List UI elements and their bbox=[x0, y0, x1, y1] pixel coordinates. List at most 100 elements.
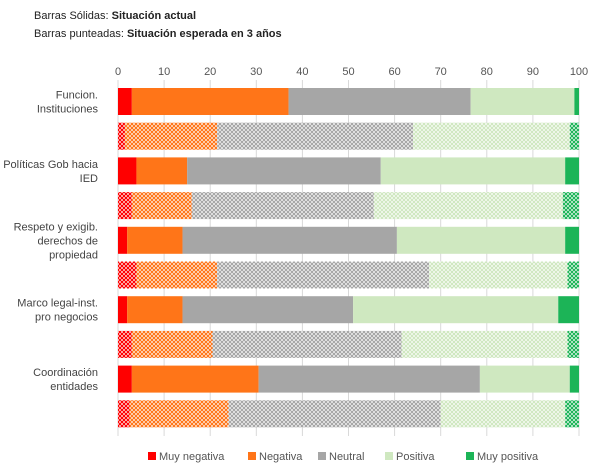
x-tick-label: 70 bbox=[435, 66, 447, 78]
dotted-bars-note: Barras punteadas: Situación esperada en … bbox=[34, 28, 282, 40]
solid-bars-label: Barras Sólidas: bbox=[34, 10, 112, 22]
bar-segment-positiva bbox=[353, 296, 559, 324]
bar-4-esperada bbox=[118, 400, 579, 428]
bar-segment-muy-negativa bbox=[118, 261, 137, 289]
legend-swatch bbox=[385, 452, 393, 460]
legend-label: Neutral bbox=[329, 451, 364, 463]
bar-1-actual bbox=[118, 157, 579, 185]
bar-segment-muy-negativa bbox=[118, 226, 128, 254]
bar-segment-muy-negativa bbox=[118, 365, 132, 393]
bar-segment-negativa bbox=[127, 226, 183, 254]
bar-0-actual bbox=[118, 88, 579, 115]
x-tick-label: 10 bbox=[158, 66, 170, 78]
category-labels: Funcion. Instituciones Políticas Gob hacia… bbox=[3, 90, 99, 394]
x-tick-labels: 0 10 20 30 40 50 60 70 80 90 100 bbox=[115, 66, 588, 78]
bar-3-esperada bbox=[118, 330, 579, 358]
bar-segment-muy-positiva bbox=[569, 122, 579, 150]
bar-segment-muy-negativa bbox=[118, 157, 137, 185]
legend-label: Negativa bbox=[259, 451, 303, 463]
bar-segment-muy-positiva bbox=[565, 226, 579, 254]
legend-label: Muy negativa bbox=[159, 451, 225, 463]
solid-bars-note: Barras Sólidas: Situación actual bbox=[34, 10, 196, 22]
dotted-bars-meaning: Situación esperada en 3 años bbox=[126, 28, 282, 40]
bars-group bbox=[118, 88, 579, 428]
legend-item-negativa: Negativa bbox=[248, 451, 303, 463]
bar-segment-muy-positiva bbox=[569, 365, 579, 393]
legend: Muy negativa Negativa Neutral Positiva Muy p… bbox=[148, 451, 539, 463]
bar-segment-muy-positiva bbox=[574, 88, 579, 115]
bar-segment-negativa bbox=[131, 192, 192, 220]
bar-segment-positiva bbox=[373, 192, 563, 220]
category-label: Funcion. Instituciones bbox=[37, 90, 99, 116]
x-tick-label: 90 bbox=[527, 66, 539, 78]
bar-segment-muy-positiva bbox=[562, 192, 579, 220]
bar-segment-positiva bbox=[413, 122, 570, 150]
bar-segment-muy-positiva bbox=[567, 261, 579, 289]
legend-item-positiva: Positiva bbox=[385, 451, 435, 463]
category-label: Coordinación entidades bbox=[33, 367, 98, 393]
bar-segment-neutral bbox=[228, 400, 441, 428]
bar-segment-muy-negativa bbox=[118, 400, 130, 428]
bar-segment-muy-positiva bbox=[558, 296, 579, 324]
x-tick-label: 100 bbox=[570, 66, 588, 78]
bar-4-actual bbox=[118, 365, 579, 393]
bar-segment-negativa bbox=[131, 88, 289, 115]
bar-0-esperada bbox=[118, 122, 579, 150]
bar-segment-muy-positiva bbox=[565, 157, 579, 185]
x-tick-label: 20 bbox=[204, 66, 216, 78]
legend-item-muy-negativa: Muy negativa bbox=[148, 451, 225, 463]
bar-segment-negativa bbox=[136, 157, 188, 185]
bar-segment-muy-positiva bbox=[567, 330, 579, 358]
bar-segment-muy-negativa bbox=[118, 330, 132, 358]
category-label: Políticas Gob hacia IED bbox=[3, 159, 99, 185]
bar-segment-muy-negativa bbox=[118, 122, 125, 150]
solid-bars-meaning: Situación actual bbox=[111, 10, 197, 22]
bar-segment-neutral bbox=[182, 296, 354, 324]
bar-segment-negativa bbox=[131, 365, 259, 393]
bar-2-esperada bbox=[118, 261, 579, 289]
category-label: Marco legal-inst. pro negocios bbox=[17, 298, 98, 324]
legend-item-neutral: Neutral bbox=[318, 451, 364, 463]
bar-3-actual bbox=[118, 296, 579, 324]
x-tick-label: 60 bbox=[388, 66, 400, 78]
bar-segment-neutral bbox=[182, 226, 397, 254]
bar-segment-positiva bbox=[440, 400, 566, 428]
legend-item-muy-positiva: Muy positiva bbox=[466, 451, 539, 463]
bar-1-esperada bbox=[118, 192, 579, 220]
legend-swatch bbox=[318, 452, 326, 460]
bar-segment-neutral bbox=[288, 88, 471, 115]
legend-label: Muy positiva bbox=[477, 451, 539, 463]
bar-segment-negativa bbox=[129, 400, 229, 428]
legend-swatch bbox=[466, 452, 474, 460]
bar-segment-positiva bbox=[429, 261, 568, 289]
x-tick-label: 30 bbox=[250, 66, 262, 78]
bar-segment-muy-negativa bbox=[118, 88, 132, 115]
bar-segment-muy-positiva bbox=[565, 400, 579, 428]
bar-segment-neutral bbox=[217, 261, 430, 289]
bar-segment-positiva bbox=[401, 330, 568, 358]
bar-segment-positiva bbox=[479, 365, 570, 393]
bar-segment-negativa bbox=[127, 296, 183, 324]
bar-segment-muy-negativa bbox=[118, 192, 132, 220]
x-tick-label: 0 bbox=[115, 66, 121, 78]
bar-segment-neutral bbox=[258, 365, 480, 393]
bar-segment-negativa bbox=[131, 330, 213, 358]
bar-segment-neutral bbox=[212, 330, 402, 358]
x-tick-label: 50 bbox=[342, 66, 354, 78]
x-tick-label: 80 bbox=[481, 66, 493, 78]
legend-label: Positiva bbox=[396, 451, 435, 463]
bar-segment-positiva bbox=[396, 226, 566, 254]
bar-2-actual bbox=[118, 226, 579, 254]
category-label: Respeto y exigib. derechos de propiedad bbox=[14, 221, 98, 261]
legend-swatch bbox=[248, 452, 256, 460]
bar-segment-neutral bbox=[187, 157, 381, 185]
dotted-bars-label: Barras punteadas: bbox=[34, 28, 127, 40]
bar-segment-negativa bbox=[124, 122, 218, 150]
bar-segment-neutral bbox=[217, 122, 414, 150]
legend-swatch bbox=[148, 452, 156, 460]
x-tick-label: 40 bbox=[296, 66, 308, 78]
bar-segment-neutral bbox=[191, 192, 374, 220]
bar-segment-positiva bbox=[470, 88, 575, 115]
bar-segment-muy-negativa bbox=[118, 296, 128, 324]
